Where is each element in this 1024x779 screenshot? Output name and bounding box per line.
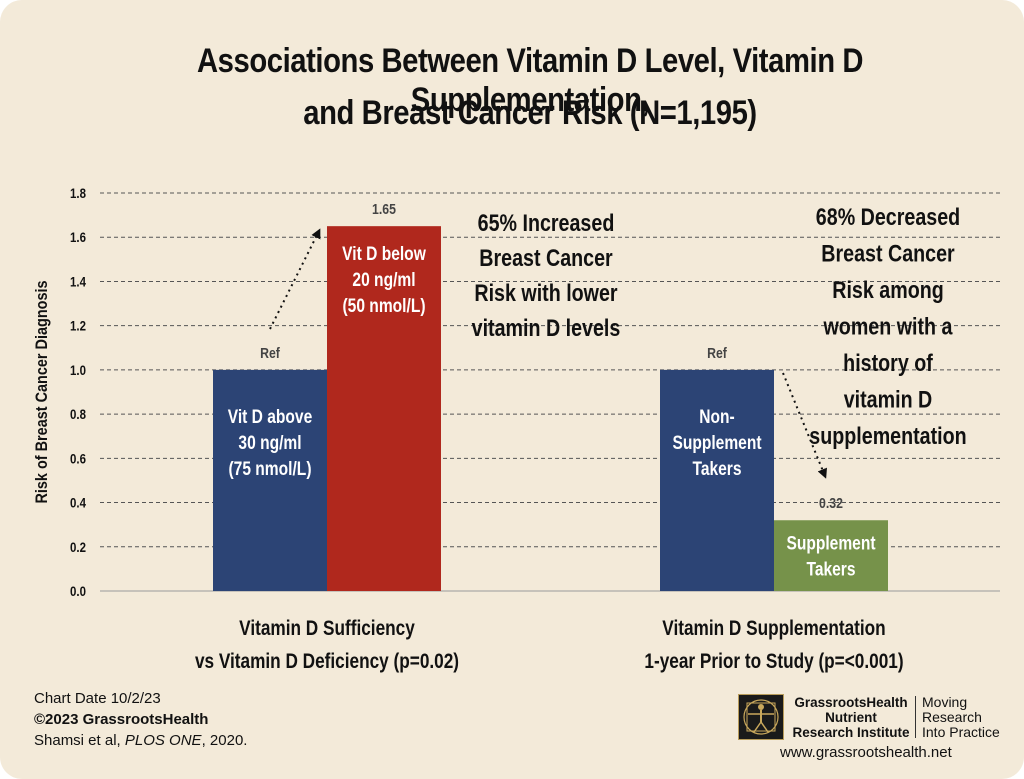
group-label-line2: 1-year Prior to Study (p=<0.001) xyxy=(644,651,903,674)
annotation-text: Risk with lower xyxy=(474,279,618,306)
logo-tag-line: Research xyxy=(922,709,982,725)
group-label-line1: Vitamin D Supplementation xyxy=(662,618,885,641)
annotation-text: Breast Cancer xyxy=(479,244,613,271)
annotations: 65% Increased Breast Cancer Risk with lowe… xyxy=(472,203,967,449)
chart-title-line1: Associations Between Vitamin D Level, Vi… xyxy=(196,42,864,119)
annotation-text: Risk among xyxy=(832,276,944,303)
bars: Ref Vit D above 30 ng/ml (75 nmol/L) 1.65 Vit… xyxy=(213,201,888,591)
bar-value-label: Ref xyxy=(707,345,727,361)
y-axis-ticks: 0.0 0.2 0.4 0.6 0.8 1.0 1.2 1.4 1.6 1.8 xyxy=(70,185,87,599)
annotation-text: history of xyxy=(843,349,933,376)
vitruvian-logo-icon xyxy=(738,694,784,740)
grassrootshealth-logo: GrassrootsHealth Nutrient Research Insti… xyxy=(738,694,1000,740)
bar-inside-label: Vit D below xyxy=(342,243,426,265)
y-tick-label: 1.4 xyxy=(70,273,87,289)
annotation-text: vitamin D xyxy=(844,386,933,413)
citation-year: , 2020. xyxy=(201,732,248,749)
copyright: ©2023 GrassrootsHealth xyxy=(34,711,209,728)
logo-name-line: Nutrient xyxy=(825,710,877,725)
bar-inside-label: Supplement xyxy=(786,532,875,554)
annotation-arrows xyxy=(269,228,827,479)
y-tick-label: 1.0 xyxy=(70,362,86,378)
y-tick-label: 0.8 xyxy=(70,406,86,422)
decrease-arrow xyxy=(782,372,827,479)
bar-inside-label: Non- xyxy=(699,405,735,427)
y-tick-label: 0.2 xyxy=(70,539,86,555)
citation-authors: Shamsi et al, xyxy=(34,732,125,749)
bar-inside-label: 30 ng/ml xyxy=(238,431,301,453)
bar-inside-label: Supplement xyxy=(672,431,761,453)
bar-inside-label: Vit D above xyxy=(228,405,313,427)
y-tick-label: 0.0 xyxy=(70,583,86,599)
logo-name: GrassrootsHealth Nutrient Research Insti… xyxy=(792,695,910,740)
logo-divider xyxy=(915,696,916,738)
annotation-text: women with a xyxy=(823,313,954,340)
bar xyxy=(774,520,888,591)
website-link[interactable]: www.grassrootshealth.net xyxy=(780,744,952,761)
bar-inside-label: Takers xyxy=(806,558,855,580)
y-tick-label: 0.4 xyxy=(70,494,87,510)
bar-value-label: Ref xyxy=(260,345,280,361)
bar xyxy=(327,226,441,591)
footer-info: Chart Date 10/2/23 ©2023 GrassrootsHealt… xyxy=(34,688,247,751)
citation: Shamsi et al, PLOS ONE, 2020. xyxy=(34,730,247,751)
chart-date: Chart Date 10/2/23 xyxy=(34,690,161,707)
logo-tag-line: Into Practice xyxy=(922,724,1000,740)
bar-value-label: 1.65 xyxy=(372,201,396,217)
y-tick-label: 1.2 xyxy=(70,318,86,334)
y-tick-label: 1.6 xyxy=(70,229,86,245)
group-label-line1: Vitamin D Sufficiency xyxy=(239,618,415,641)
increase-arrow xyxy=(269,228,321,330)
chart-title-line2: and Breast Cancer Risk (N=1,195) xyxy=(303,94,757,132)
bar-inside-label: 20 ng/ml xyxy=(352,269,415,291)
logo-name-line: Research Institute xyxy=(792,725,910,740)
annotation-text: supplementation xyxy=(809,422,966,449)
annotation-text: vitamin D levels xyxy=(472,314,621,341)
annotation-text: 65% Increased xyxy=(478,209,615,236)
bar-inside-label: (50 nmol/L) xyxy=(342,295,425,317)
y-tick-label: 1.8 xyxy=(70,185,86,201)
logo-tag-line: Moving xyxy=(922,694,968,710)
bar-inside-label: Takers xyxy=(692,457,741,479)
bar-inside-label: (75 nmol/L) xyxy=(228,457,311,479)
logo-name-line: GrassrootsHealth xyxy=(794,695,908,710)
logo-tagline: Moving Research Into Practice xyxy=(922,695,1006,740)
annotation-text: 68% Decreased xyxy=(816,203,960,230)
y-tick-label: 0.6 xyxy=(70,450,86,466)
y-axis-label: Risk of Breast Cancer Diagnosis xyxy=(33,280,51,503)
annotation-text: Breast Cancer xyxy=(821,240,955,267)
group-label-line2: vs Vitamin D Deficiency (p=0.02) xyxy=(195,651,459,674)
citation-journal: PLOS ONE xyxy=(124,732,202,749)
group-labels: Vitamin D Sufficiency vs Vitamin D Defici… xyxy=(195,618,904,674)
bar-value-label: 0.32 xyxy=(819,495,843,511)
bar xyxy=(660,369,774,591)
bar xyxy=(213,369,327,591)
